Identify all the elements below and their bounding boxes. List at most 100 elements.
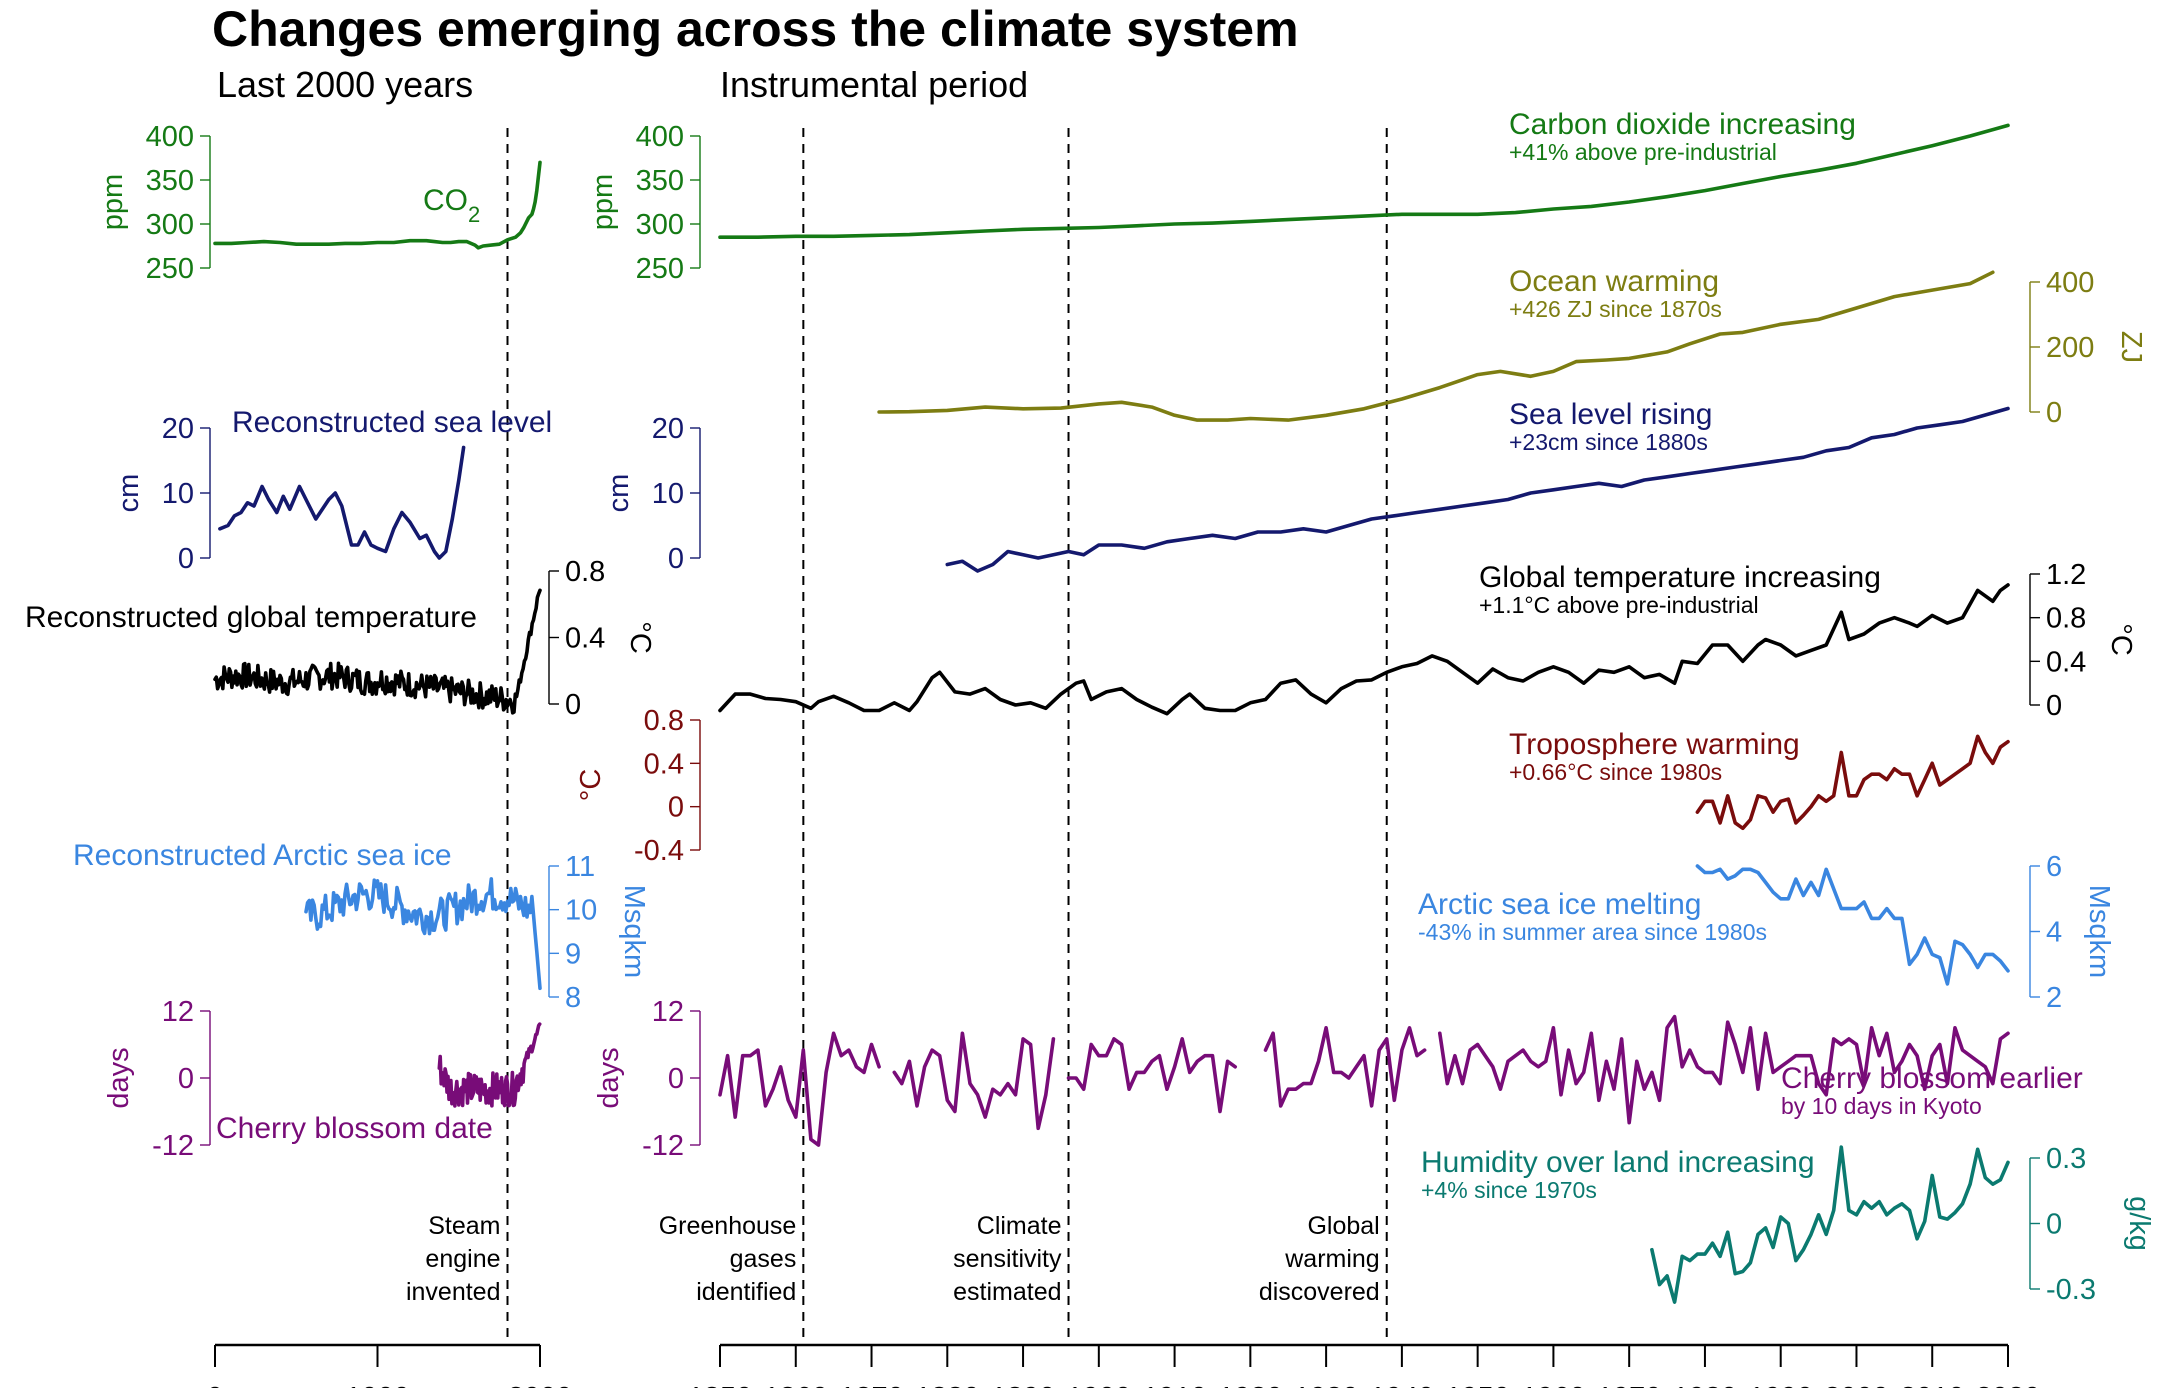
inst-arctic-axis-tick-label: 2 bbox=[2046, 982, 2062, 1014]
instrumental-x-axis-tick-label: 1980 bbox=[1673, 1382, 1738, 1388]
past-x-axis: 0 1000 2000 bbox=[207, 1343, 573, 1388]
instrumental-x-axis-tick-label: 1920 bbox=[1218, 1382, 1283, 1388]
inst-troposphere-axis-tick-label: 0.4 bbox=[644, 748, 684, 780]
past-arctic-axis-tick-label: 10 bbox=[565, 895, 597, 927]
past-arctic-axis-tick-label: 11 bbox=[565, 851, 595, 883]
past-temperature-axis: 0.8 0.4 0 °C bbox=[548, 556, 656, 721]
past-x-axis-tick-label: 2000 bbox=[508, 1382, 573, 1388]
past-temperature-label: Reconstructed global temperature bbox=[25, 601, 477, 634]
troposphere-label-title: Troposphere warming bbox=[1509, 728, 1800, 761]
past-co2-label: CO2 bbox=[423, 184, 480, 227]
instrumental-x-axis-tick-label: 1890 bbox=[991, 1382, 1056, 1388]
inst-temperature-axis-tick-label: 0.4 bbox=[2046, 646, 2086, 678]
past-x-axis-tick-label: 1000 bbox=[345, 1382, 410, 1388]
past-sea-level-axis-unit-label: cm bbox=[113, 474, 145, 513]
arctic-label-title: Arctic sea ice melting bbox=[1418, 888, 1701, 921]
inst-cherry-axis-unit-label: days bbox=[593, 1047, 625, 1108]
instrumental-x-axis-tick-label: 1910 bbox=[1142, 1382, 1207, 1388]
past-cherry-axis: 12 0 -12 days bbox=[103, 996, 211, 1162]
inst-cherry-axis-tick-label: 12 bbox=[652, 996, 684, 1028]
inst-co2-axis-tick-label: 300 bbox=[636, 209, 684, 241]
humidity-line bbox=[1650, 1145, 2010, 1304]
inst-troposphere-axis-unit-label: °C bbox=[575, 769, 607, 802]
instrumental-x-axis: 1850 1860 1870 1880 1890 1900 1910 1920 1930 1940… bbox=[688, 1343, 2041, 1388]
inst-sea-level-axis-tick-label: 0 bbox=[668, 543, 684, 575]
sea-level-label-title: Sea level rising bbox=[1509, 398, 1712, 431]
inst-temperature-axis-unit-label: °C bbox=[2105, 623, 2137, 656]
temperature-label-title: Global temperature increasing bbox=[1479, 561, 1881, 594]
event-label-1: gases bbox=[730, 1245, 797, 1273]
past-co2-axis-unit-label: ppm bbox=[97, 174, 129, 230]
event-label-1: Greenhouse bbox=[659, 1212, 797, 1240]
inst-sea-level-axis-tick-label: 10 bbox=[652, 478, 684, 510]
humidity-label-subtitle: +4% since 1970s bbox=[1421, 1177, 1597, 1203]
past-co2-axis: 400 350 300 250 ppm bbox=[97, 121, 211, 285]
inst-arctic-axis-tick-label: 6 bbox=[2046, 851, 2062, 883]
past-cherry-line bbox=[437, 1022, 542, 1108]
cherry-line bbox=[1263, 1026, 1427, 1108]
past-sea-level-axis-tick-label: 10 bbox=[162, 478, 194, 510]
inst-ocean-axis-unit-label: ZJ bbox=[2115, 331, 2147, 363]
co2-line bbox=[718, 123, 2010, 239]
past-arctic-axis: 11 10 9 8 Msqkm bbox=[548, 851, 650, 1014]
event-label-2: estimated bbox=[953, 1278, 1061, 1306]
inst-humidity-axis: 0.3 0 -0.3 g/kg bbox=[2029, 1143, 2155, 1306]
co2-label-title: Carbon dioxide increasing bbox=[1509, 108, 1856, 141]
inst-sea-level-axis-unit-label: cm bbox=[603, 474, 635, 513]
inst-co2-axis-unit-label: ppm bbox=[587, 174, 619, 230]
inst-arctic-axis-unit-label: Msqkm bbox=[2083, 885, 2115, 978]
inst-temperature-axis-tick-label: 0 bbox=[2046, 690, 2062, 722]
past-cherry-axis-tick-label: -12 bbox=[152, 1130, 194, 1162]
event-label-2: sensitivity bbox=[953, 1245, 1062, 1273]
event-label-3: Global bbox=[1307, 1212, 1379, 1240]
past-temperature-axis-unit-label: °C bbox=[624, 621, 656, 654]
event-label-0: Steam bbox=[428, 1212, 500, 1240]
past-cherry-axis-unit-label: days bbox=[103, 1047, 135, 1108]
event-lines bbox=[506, 128, 1388, 1345]
chart-title: Changes emerging across the climate syst… bbox=[212, 1, 1299, 57]
past-co2-axis-tick-label: 250 bbox=[146, 253, 194, 285]
inst-temperature-axis-tick-label: 0.8 bbox=[2046, 603, 2086, 635]
instrumental-x-axis-tick-label: 1860 bbox=[764, 1382, 829, 1388]
instrumental-panel-subtitle: Instrumental period bbox=[720, 64, 1028, 105]
axes: 400350300250ppm20100cm0.80.40°C111098Msq… bbox=[97, 121, 2155, 1388]
past-sea-level-axis: 20 10 0 cm bbox=[113, 413, 211, 575]
inst-sea-level-axis: 20 10 0 cm bbox=[603, 413, 701, 575]
past-sea-level-axis-tick-label: 0 bbox=[178, 543, 194, 575]
inst-temperature-axis: 1.2 0.8 0.4 0 °C bbox=[2029, 559, 2137, 722]
instrumental-x-axis-tick-label: 1970 bbox=[1597, 1382, 1662, 1388]
inst-cherry-axis-tick-label: 0 bbox=[668, 1063, 684, 1095]
past-sea-level-line bbox=[218, 445, 466, 560]
instrumental-x-axis-tick-label: 1960 bbox=[1521, 1382, 1586, 1388]
inst-troposphere-axis-tick-label: -0.4 bbox=[634, 835, 684, 867]
inst-troposphere-axis: 0.8 0.4 0 -0.4 °C bbox=[575, 705, 701, 867]
past-arctic-line bbox=[304, 877, 542, 991]
arctic-label-subtitle: -43% in summer area since 1980s bbox=[1418, 919, 1767, 945]
past-sea-level-label: Reconstructed sea level bbox=[232, 406, 552, 439]
inst-troposphere-axis-tick-label: 0.8 bbox=[644, 705, 684, 737]
temperature-line bbox=[718, 583, 2010, 716]
past-arctic-axis-tick-label: 9 bbox=[565, 938, 581, 970]
instrumental-x-axis-tick-label: 1900 bbox=[1067, 1382, 1132, 1388]
past-cherry-axis-tick-label: 0 bbox=[178, 1063, 194, 1095]
instrumental-x-axis-tick-label: 1880 bbox=[915, 1382, 980, 1388]
troposphere-label-subtitle: +0.66°C since 1980s bbox=[1509, 759, 1722, 785]
inst-ocean-axis-tick-label: 0 bbox=[2046, 397, 2062, 429]
inst-cherry-axis-tick-label: -12 bbox=[642, 1130, 684, 1162]
past-cherry-axis-tick-label: 12 bbox=[162, 996, 194, 1028]
sea-level-label-subtitle: +23cm since 1880s bbox=[1509, 429, 1708, 455]
event-label-0: engine bbox=[425, 1245, 500, 1273]
sea-level-line bbox=[945, 406, 2010, 573]
series-lines bbox=[213, 123, 2010, 1304]
past-arctic-axis-tick-label: 8 bbox=[565, 982, 581, 1014]
inst-co2-axis-tick-label: 400 bbox=[636, 121, 684, 153]
past-co2-axis-tick-label: 300 bbox=[146, 209, 194, 241]
temperature-label-subtitle: +1.1°C above pre-industrial bbox=[1479, 592, 1759, 618]
instrumental-x-axis-tick-label: 1990 bbox=[1748, 1382, 1813, 1388]
instrumental-x-axis-tick-label: 2020 bbox=[1976, 1382, 2041, 1388]
past-sea-level-axis-tick-label: 20 bbox=[162, 413, 194, 445]
past-temperature-line bbox=[213, 588, 542, 715]
co2-label-subtitle: +41% above pre-industrial bbox=[1509, 139, 1777, 165]
inst-humidity-axis-tick-label: -0.3 bbox=[2046, 1274, 2096, 1306]
